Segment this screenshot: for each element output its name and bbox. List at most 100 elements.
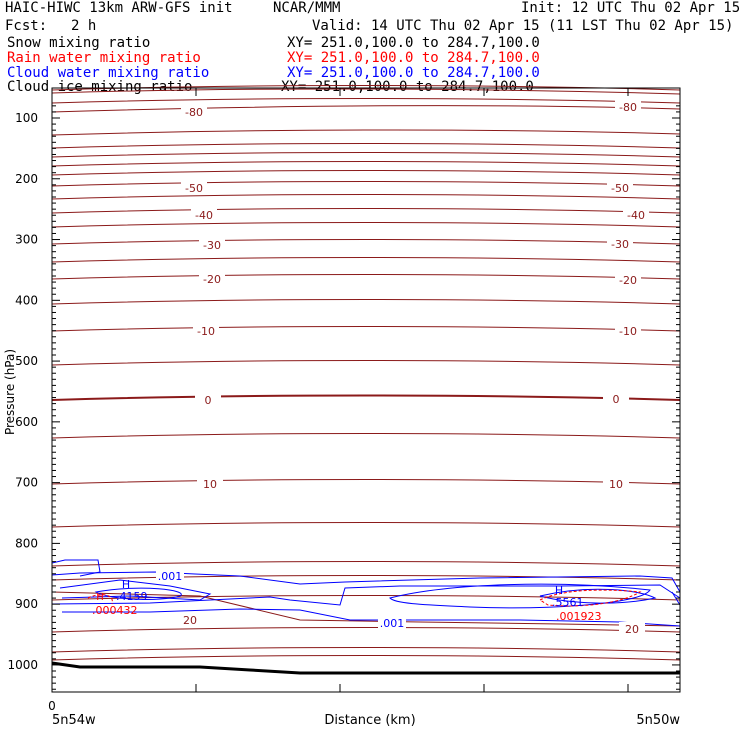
field-label-rain: Rain water mixing ratio xyxy=(7,50,201,66)
isotherm-label: -40 xyxy=(627,209,645,222)
isotherm-line xyxy=(51,479,681,485)
y-tick-label: 400 xyxy=(15,293,38,307)
isotherm-label-bg xyxy=(181,105,207,117)
isotherm-line xyxy=(51,98,681,104)
init-time: Init: 12 UTC Thu 02 Apr 15 xyxy=(521,0,740,16)
cloud-water-contours xyxy=(51,559,681,627)
isotherm-label: -80 xyxy=(619,101,637,114)
cloud-water-max-marker: H xyxy=(555,584,563,597)
isotherm-label-bg xyxy=(199,238,225,250)
cloud-water-label-bg xyxy=(378,617,406,629)
isotherm-line xyxy=(51,152,681,158)
y-tick-label: 300 xyxy=(15,233,38,247)
isotherm-line xyxy=(51,208,681,214)
isotherm-line xyxy=(51,88,681,95)
y-tick-label: 900 xyxy=(15,597,38,611)
model-title: HAIC-HIWC 13km ARW-GFS init xyxy=(5,0,233,16)
isotherm-label-bg xyxy=(607,237,633,249)
isotherm-label-bg xyxy=(603,477,629,489)
isotherm-line xyxy=(51,105,681,113)
field-xy-cloud-water: XY= 251.0,100.0 to 284.7,100.0 xyxy=(287,65,540,81)
x-axis-label: Distance (km) xyxy=(324,713,415,728)
isotherm-line xyxy=(51,591,681,627)
isotherm-label-bg xyxy=(607,181,633,193)
cloud-water-label: .001 xyxy=(380,617,405,630)
x-tick-label: 0 xyxy=(48,699,56,713)
x-start-label: 5n54w xyxy=(52,713,96,728)
isotherm-label: 0 xyxy=(613,393,620,406)
isotherm-line xyxy=(51,326,681,332)
isotherm-label: -50 xyxy=(611,182,629,195)
isotherm-label-bg xyxy=(619,622,645,634)
field-label-cloud-water: Cloud water mixing ratio xyxy=(7,65,210,81)
valid-time: Valid: 14 UTC Thu 02 Apr 15 (11 LST Thu … xyxy=(312,18,734,34)
y-tick-label: 800 xyxy=(15,536,38,550)
isotherm-label: -40 xyxy=(195,209,213,222)
isotherm-line xyxy=(51,222,681,228)
isotherm-label: -10 xyxy=(197,325,215,338)
isotherm-line xyxy=(51,647,681,653)
rain-water-contour xyxy=(538,589,642,607)
rain-water-max-value: .000432 xyxy=(92,604,138,617)
isotherm-line xyxy=(51,161,681,167)
isotherm-line xyxy=(51,194,681,200)
isotherm-label: -20 xyxy=(203,273,221,286)
isotherm-line xyxy=(51,575,681,581)
rain-water-max-value: .001923 xyxy=(556,610,602,623)
isotherm-line xyxy=(51,561,681,567)
fcst-label: Fcst: xyxy=(5,18,48,34)
cloud-water-max-value: .5561 xyxy=(552,596,584,609)
isotherm-label-bg xyxy=(195,393,221,405)
agency-label: NCAR/MMM xyxy=(273,0,341,16)
isotherm-line xyxy=(51,433,681,439)
isotherm-label: -20 xyxy=(619,274,637,287)
isotherm-label-bg xyxy=(193,324,219,336)
cloud-water-max-marker: H xyxy=(122,578,130,591)
y-tick-label: 200 xyxy=(15,172,38,186)
y-tick-label: 500 xyxy=(15,354,38,368)
isotherm-label: -30 xyxy=(203,239,221,252)
y-tick-label: 100 xyxy=(15,111,38,125)
isotherm-label: 20 xyxy=(625,623,639,636)
isotherm-label: 10 xyxy=(609,478,623,491)
isotherm-label-bg xyxy=(615,100,641,112)
cloud-water-contour xyxy=(51,559,101,577)
y-axis-label: Pressure (hPa) xyxy=(3,349,17,435)
isotherm-label-bg xyxy=(623,208,649,220)
field-xy-rain: XY= 251.0,100.0 to 284.7,100.0 xyxy=(287,50,540,66)
cloud-water-contour xyxy=(51,571,681,593)
fcst-value: 2 h xyxy=(71,18,97,34)
field-xy-cloud-ice: XY= 251.0,100.0 to 284.7,100.0 xyxy=(281,79,534,95)
rain-water-contours xyxy=(87,589,642,607)
cloud-water-max-value: .4159 xyxy=(116,590,148,603)
isotherm-label-bg xyxy=(191,208,217,220)
isotherm-label: -10 xyxy=(619,325,637,338)
isotherm-line xyxy=(51,655,681,661)
temperature-contours xyxy=(51,85,681,661)
isotherm-label-bg xyxy=(177,613,203,625)
isotherm-line xyxy=(51,394,681,401)
isotherm-label-bg xyxy=(603,392,629,404)
isotherm-label: -30 xyxy=(611,238,629,251)
cloud-water-contour xyxy=(62,608,681,627)
y-tick-label: 700 xyxy=(15,476,38,490)
cloud-water-contour xyxy=(389,583,651,609)
isotherm-label-bg xyxy=(615,273,641,285)
field-label-snow: Snow mixing ratio xyxy=(7,35,151,51)
field-xy-snow: XY= 251.0,100.0 to 284.7,100.0 xyxy=(287,35,540,51)
isotherm-label: 20 xyxy=(183,614,197,627)
isotherm-line xyxy=(51,627,681,633)
cloud-water-contour xyxy=(94,587,182,600)
isotherm-label-bg xyxy=(197,477,223,489)
ground-surface xyxy=(51,661,680,675)
pressure-axis: 1002003004005006007008009001000Pressure … xyxy=(3,105,680,690)
cloud-water-label: .001 xyxy=(158,570,183,583)
cloud-water-label-bg xyxy=(156,570,184,582)
isotherm-label: 0 xyxy=(205,394,212,407)
cloud-water-contour xyxy=(59,579,212,601)
isotherm-line xyxy=(51,257,681,263)
contour-labels: -80 -80 -50 -50 -40 -40 -30 -30 -20 -20 -10 -10 0 0 10… xyxy=(92,100,649,636)
isotherm-label: -80 xyxy=(185,106,203,119)
